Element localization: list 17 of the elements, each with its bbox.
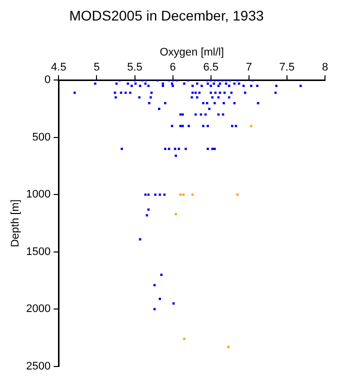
y-tick-label: 1500 (26, 246, 51, 258)
x-tick-label: 4.5 (51, 62, 66, 74)
y-tick-label: 500 (32, 131, 51, 144)
x-tick-label: 8 (322, 62, 328, 74)
x-axis-title: Oxygen [ml/l] (160, 46, 224, 58)
x-tick-label: 6 (170, 62, 176, 74)
x-tick-label: 7.5 (279, 62, 295, 74)
x-tick-label: 6.5 (203, 62, 219, 74)
x-tick-label: 5 (94, 62, 100, 74)
y-tick-label: 0 (44, 74, 51, 86)
x-tick-label: 7 (246, 62, 252, 74)
y-axis-title: Depth [m] (10, 199, 22, 248)
x-tick-label: 5.5 (127, 62, 142, 74)
y-tick-label: 1000 (26, 188, 51, 201)
y-tick-label: 2500 (26, 360, 51, 372)
y-tick-label: 2000 (26, 303, 51, 316)
chart-title: MODS2005 in December, 1933 (69, 7, 264, 24)
